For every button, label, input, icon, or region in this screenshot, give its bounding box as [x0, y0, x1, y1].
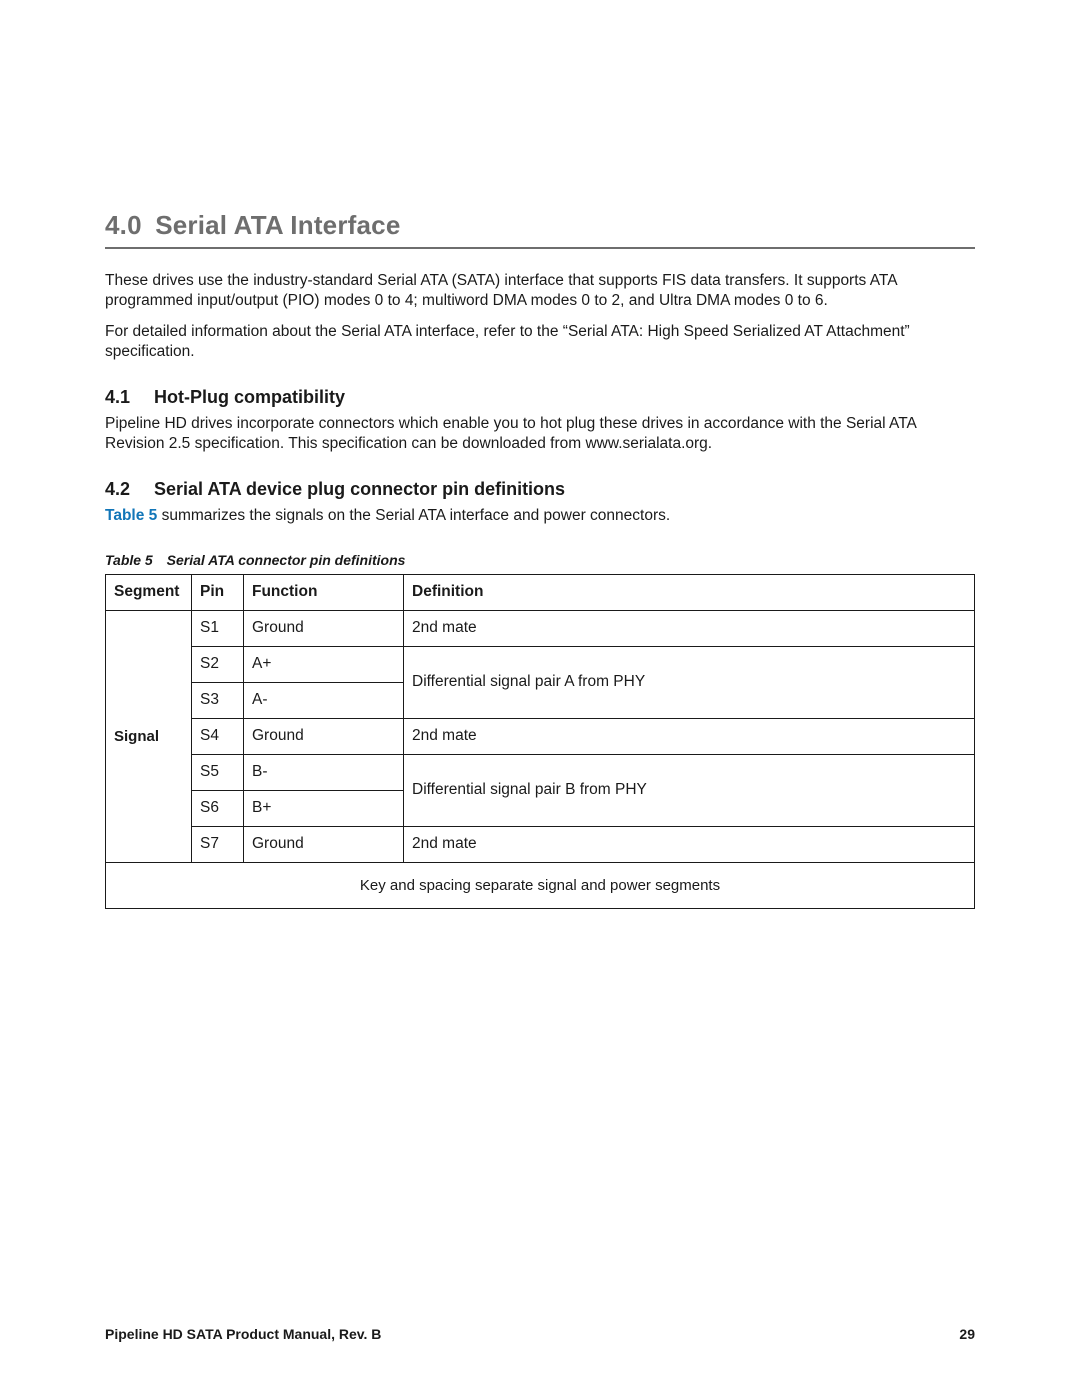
footer-left: Pipeline HD SATA Product Manual, Rev. B — [105, 1326, 381, 1342]
function-cell: Ground — [244, 827, 404, 863]
table-caption-text: Serial ATA connector pin definitions — [167, 552, 406, 568]
function-cell: A+ — [244, 647, 404, 683]
function-cell: Ground — [244, 719, 404, 755]
table-header-row: Segment Pin Function Definition — [106, 575, 975, 611]
segment-cell: Signal — [106, 611, 192, 863]
definition-cell: 2nd mate — [404, 827, 975, 863]
table-row: S7Ground2nd mate — [106, 827, 975, 863]
col-header: Definition — [404, 575, 975, 611]
table-row: S4Ground2nd mate — [106, 719, 975, 755]
table-caption-label: Table 5 — [105, 552, 153, 568]
col-header: Pin — [192, 575, 244, 611]
pin-cell: S1 — [192, 611, 244, 647]
subsection-lead: Table 5 summarizes the signals on the Se… — [105, 506, 975, 526]
section-heading: 4.0 Serial ATA Interface — [105, 210, 975, 241]
document-page: 4.0 Serial ATA Interface These drives us… — [0, 0, 1080, 1397]
table-spanner-cell: Key and spacing separate signal and powe… — [106, 863, 975, 909]
subsection-number: 4.2 — [105, 479, 149, 500]
pin-definitions-table: Segment Pin Function Definition SignalS1… — [105, 574, 975, 909]
subsection-title: Hot-Plug compatibility — [154, 387, 345, 407]
col-header: Segment — [106, 575, 192, 611]
col-header: Function — [244, 575, 404, 611]
pin-cell: S3 — [192, 683, 244, 719]
subsection-title: Serial ATA device plug connector pin def… — [154, 479, 565, 499]
function-cell: B+ — [244, 791, 404, 827]
table-row: S2A+Differential signal pair A from PHY — [106, 647, 975, 683]
subsection-lead-rest: summarizes the signals on the Serial ATA… — [157, 507, 670, 524]
pin-cell: S6 — [192, 791, 244, 827]
subsection-body: Pipeline HD drives incorporate connector… — [105, 414, 975, 455]
table-reference-link[interactable]: Table 5 — [105, 507, 157, 524]
section-number: 4.0 — [105, 210, 142, 240]
section-rule — [105, 247, 975, 249]
footer-page-number: 29 — [959, 1326, 975, 1342]
intro-paragraph: These drives use the industry-standard S… — [105, 271, 975, 312]
definition-cell: Differential signal pair B from PHY — [404, 755, 975, 827]
definition-cell: 2nd mate — [404, 611, 975, 647]
pin-cell: S5 — [192, 755, 244, 791]
pin-cell: S2 — [192, 647, 244, 683]
page-footer: Pipeline HD SATA Product Manual, Rev. B … — [105, 1326, 975, 1342]
subsection-heading: 4.1 Hot-Plug compatibility — [105, 387, 975, 408]
subsection-number: 4.1 — [105, 387, 149, 408]
function-cell: Ground — [244, 611, 404, 647]
function-cell: B- — [244, 755, 404, 791]
table-body: SignalS1Ground2nd mateS2A+Differential s… — [106, 611, 975, 909]
definition-cell: Differential signal pair A from PHY — [404, 647, 975, 719]
function-cell: A- — [244, 683, 404, 719]
subsection-heading: 4.2 Serial ATA device plug connector pin… — [105, 479, 975, 500]
section-title-text: Serial ATA Interface — [155, 210, 400, 240]
table-row: S5B-Differential signal pair B from PHY — [106, 755, 975, 791]
table-row: SignalS1Ground2nd mate — [106, 611, 975, 647]
intro-paragraph: For detailed information about the Seria… — [105, 322, 975, 363]
pin-cell: S4 — [192, 719, 244, 755]
table-caption: Table 5 Serial ATA connector pin definit… — [105, 552, 975, 568]
pin-cell: S7 — [192, 827, 244, 863]
table-spanner-row: Key and spacing separate signal and powe… — [106, 863, 975, 909]
definition-cell: 2nd mate — [404, 719, 975, 755]
